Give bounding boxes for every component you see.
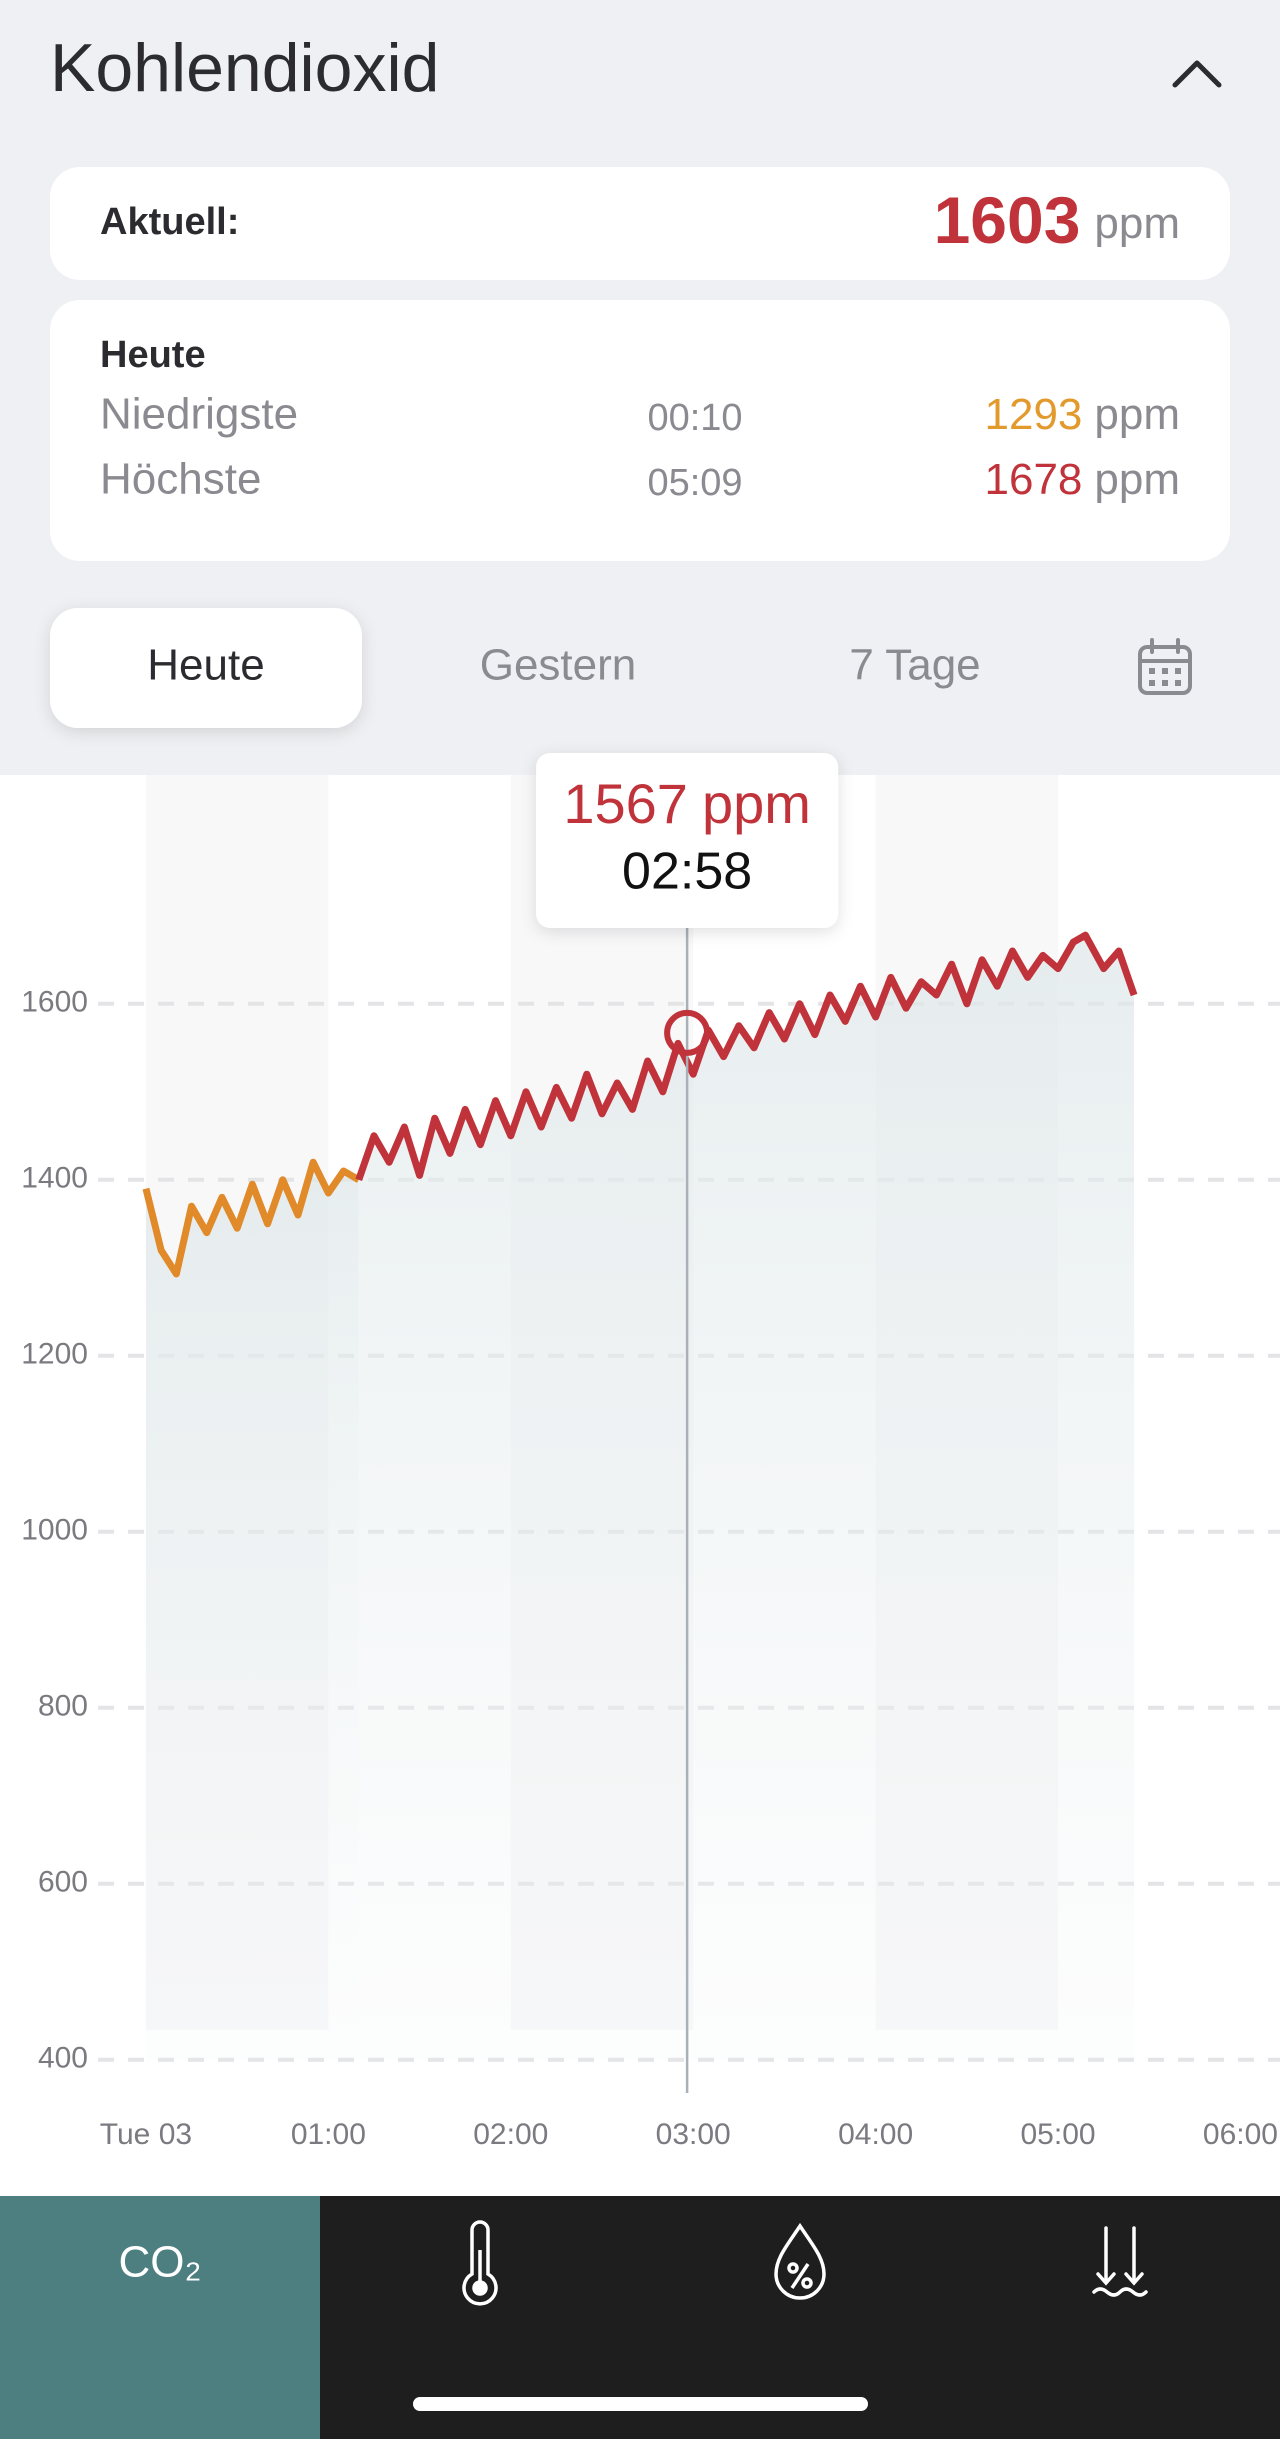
unit: ppm [702,772,811,835]
tooltip-time: 02:58 [622,843,752,901]
current-value: 1603 [934,183,1081,257]
current-label: Aktuell: [100,201,239,243]
temperature-tab[interactable] [462,2220,498,2306]
series-area [145,1162,359,2060]
selected-point [664,1009,711,1056]
unit: ppm [1094,455,1180,504]
row-value: 1293 [985,390,1083,439]
tab[interactable]: Heute [147,641,264,690]
pressure-tab[interactable] [1092,2226,1148,2297]
y-tick-label: 1400 [21,1162,88,1195]
title: Kohlendioxid [50,30,439,106]
series-line [142,1158,361,1278]
row-reading: 1678 ppm [985,455,1180,504]
y-tick-label: 1000 [21,1514,88,1547]
x-tick-label: 04:00 [838,2118,913,2151]
y-tick-label: 1600 [21,986,88,1019]
y-tick-label: 800 [38,1690,88,1723]
x-tick-label: 02:00 [473,2118,548,2151]
series-line [355,931,1138,1181]
tooltip-value: 1567 [563,772,688,835]
collapse-button[interactable] [1172,60,1222,88]
current-reading: 1603 ppm [934,183,1180,257]
row-reading: 1293 ppm [985,390,1180,439]
x-tick-label: Tue 03 [100,2118,192,2151]
nav-label[interactable]: CO₂ [118,2238,201,2287]
y-tick-label: 600 [38,1866,88,1899]
unit: ppm [1094,390,1180,439]
series-area [358,935,1135,2060]
y-tick-label: 400 [38,2042,88,2075]
calendar-button[interactable] [1138,638,1192,695]
y-tick-label: 1200 [21,1338,88,1371]
home-indicator [413,2397,868,2411]
humidity-tab[interactable] [774,2222,826,2300]
today-card [50,300,1230,561]
row-label: Höchste [100,455,261,504]
row-value: 1678 [985,455,1083,504]
row-label: Niedrigste [100,390,298,439]
row-time: 05:09 [647,462,742,504]
tab[interactable]: Gestern [480,641,637,690]
x-tick-label: 03:00 [656,2118,731,2151]
unit: ppm [1094,199,1180,248]
tooltip-reading: 1567 ppm [563,772,811,835]
x-tick-label: 01:00 [291,2118,366,2151]
today-title: Heute [100,334,206,376]
nav-tab-active[interactable] [0,2196,320,2439]
tooltip [536,753,839,928]
row-time: 00:10 [647,397,742,439]
current-card [50,167,1230,280]
tab-active[interactable] [50,608,362,728]
tab[interactable]: 7 Tage [849,641,980,690]
x-tick-label: 06:00 [1203,2118,1278,2151]
x-tick-label: 05:00 [1021,2118,1096,2151]
